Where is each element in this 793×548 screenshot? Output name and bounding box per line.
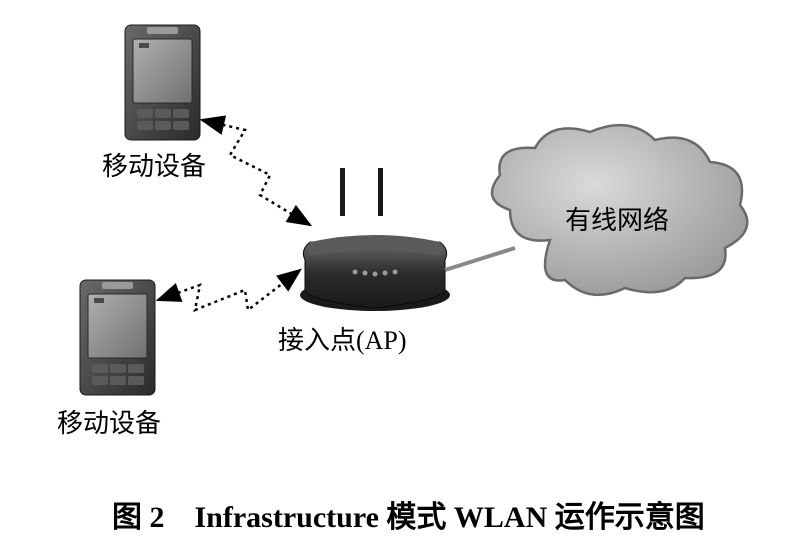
wired-network-label: 有线网络: [565, 200, 669, 237]
mobile-device-1: [125, 25, 200, 140]
access-point-device: [300, 168, 450, 311]
wireless-link-2: [158, 270, 300, 310]
wired-link: [445, 248, 515, 270]
mobile-device-2: [80, 280, 155, 395]
access-point-label: 接入点(AP): [278, 320, 407, 357]
mobile-device-2-label: 移动设备: [57, 403, 161, 440]
mobile-device-1-label: 移动设备: [102, 146, 206, 183]
figure-caption: 图 2 Infrastructure 模式 WLAN 运作示意图: [112, 492, 705, 536]
wireless-link-1: [202, 120, 310, 225]
network-diagram: [0, 0, 793, 548]
